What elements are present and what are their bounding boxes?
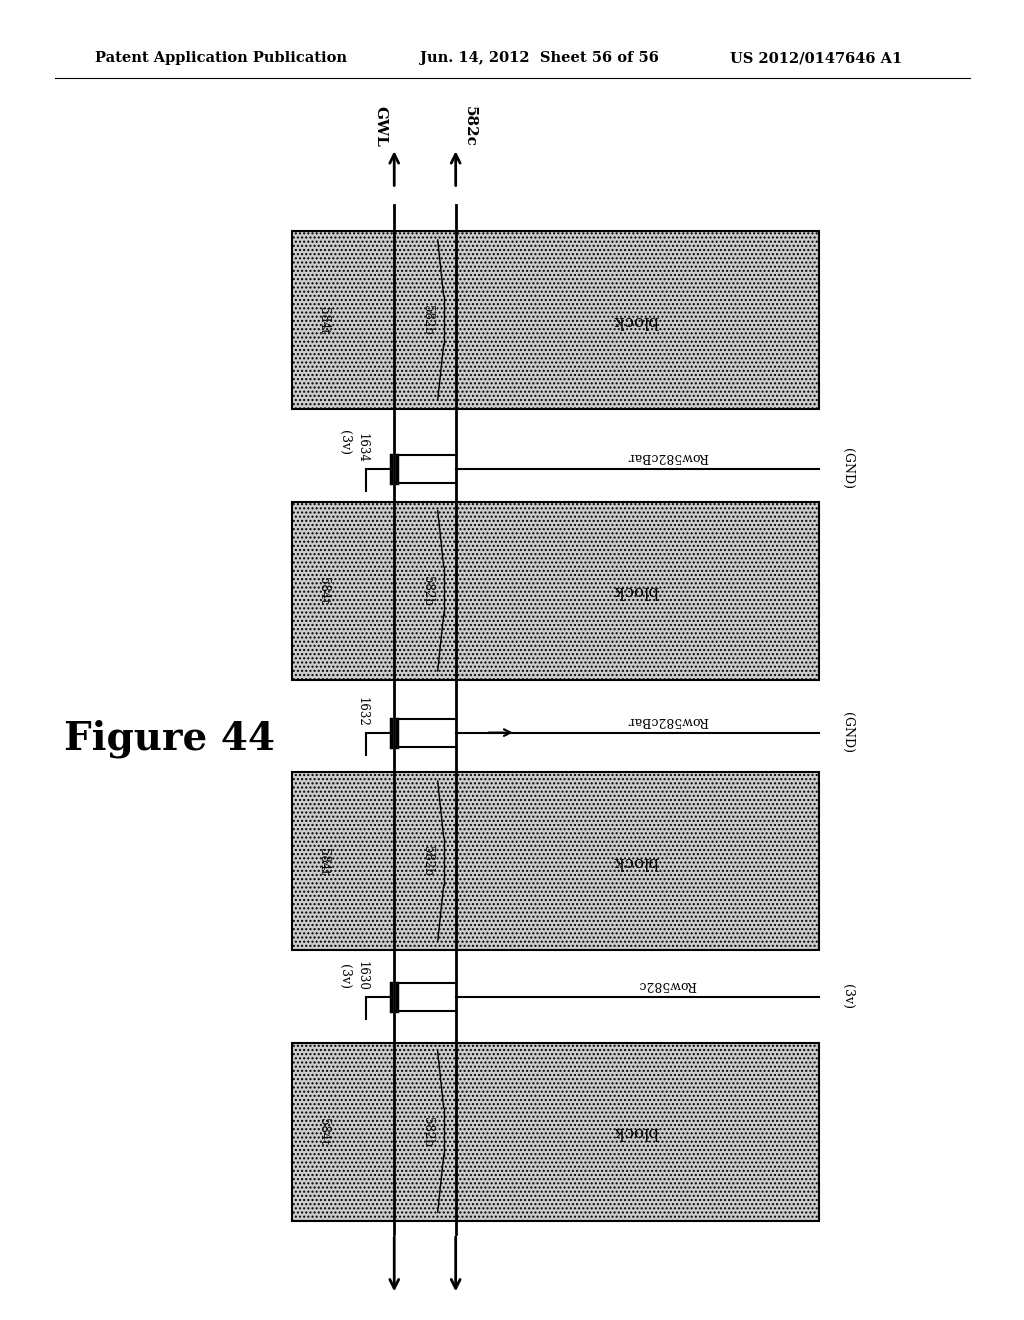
Text: (3v): (3v) (841, 985, 854, 1008)
Text: 1634: 1634 (355, 433, 369, 462)
Text: Row582c: Row582c (638, 978, 696, 990)
Text: 1630: 1630 (355, 961, 369, 990)
Text: block: block (612, 312, 658, 329)
Text: block: block (612, 1123, 658, 1140)
Text: Row582cBar: Row582cBar (627, 450, 708, 462)
Text: GWL: GWL (373, 106, 387, 147)
Text: (3v): (3v) (338, 430, 351, 454)
Text: 584t: 584t (317, 847, 331, 875)
Text: 582b: 582b (421, 1117, 434, 1147)
Text: Row582cBar: Row582cBar (627, 714, 708, 726)
Text: US 2012/0147646 A1: US 2012/0147646 A1 (730, 51, 902, 65)
Text: (GND): (GND) (841, 447, 854, 490)
Bar (292, 772, 819, 950)
Text: 584t: 584t (317, 577, 331, 605)
Text: 582b: 582b (421, 305, 434, 335)
Bar (292, 502, 819, 680)
Bar (292, 1043, 819, 1221)
Text: block: block (612, 582, 658, 599)
Bar (292, 231, 819, 409)
Text: Patent Application Publication: Patent Application Publication (95, 51, 347, 65)
Text: 582b: 582b (421, 846, 434, 876)
Text: Figure 44: Figure 44 (65, 719, 275, 759)
Text: (GND): (GND) (841, 711, 854, 754)
Text: 582b: 582b (421, 576, 434, 606)
Text: Jun. 14, 2012  Sheet 56 of 56: Jun. 14, 2012 Sheet 56 of 56 (420, 51, 658, 65)
Text: 582c: 582c (463, 106, 477, 147)
Text: 584t: 584t (317, 1118, 331, 1146)
Text: block: block (612, 853, 658, 870)
Text: 584t: 584t (317, 306, 331, 334)
Text: (3v): (3v) (338, 964, 351, 989)
Text: 1632: 1632 (355, 697, 369, 726)
